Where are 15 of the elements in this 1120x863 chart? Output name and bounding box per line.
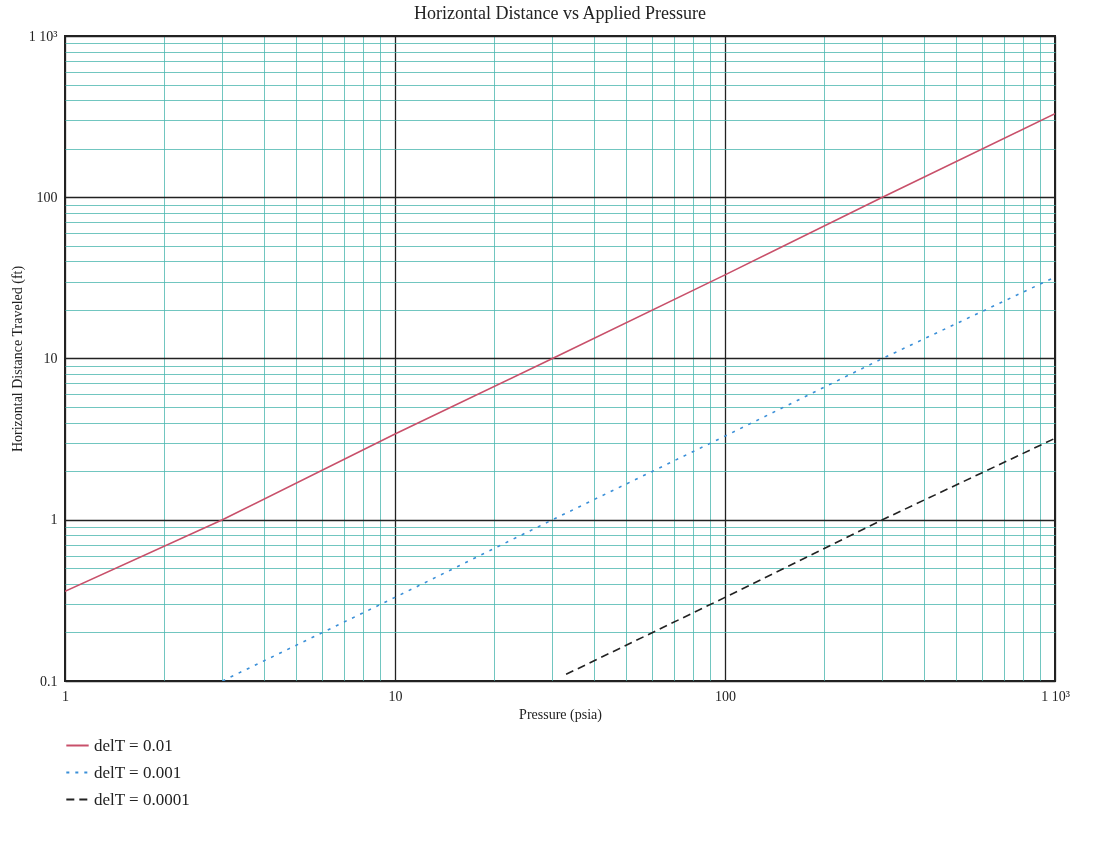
y-tick-label: 1 (50, 512, 58, 528)
x-tick-label: 1 10³ (1041, 688, 1070, 704)
x-tick-label: 100 (715, 688, 736, 704)
x-axis-title: Pressure (psia) (519, 706, 603, 723)
y-tick-label: 100 (36, 189, 58, 205)
y-axis-title: Horizontal Distance Traveled (ft) (9, 265, 26, 453)
legend-label: delT = 0.01 (94, 735, 173, 755)
y-tick-label: 10 (43, 351, 58, 366)
x-tick-label: 10 (388, 688, 403, 704)
legend-label: delT = 0.0001 (94, 789, 190, 809)
x-tick-label: 1 (62, 688, 69, 704)
y-tick-label: 0.1 (40, 673, 58, 689)
y-tick-label: 1 10³ (28, 28, 58, 44)
chart-title: Horizontal Distance vs Applied Pressure (414, 3, 706, 23)
legend-label: delT = 0.001 (94, 762, 182, 782)
